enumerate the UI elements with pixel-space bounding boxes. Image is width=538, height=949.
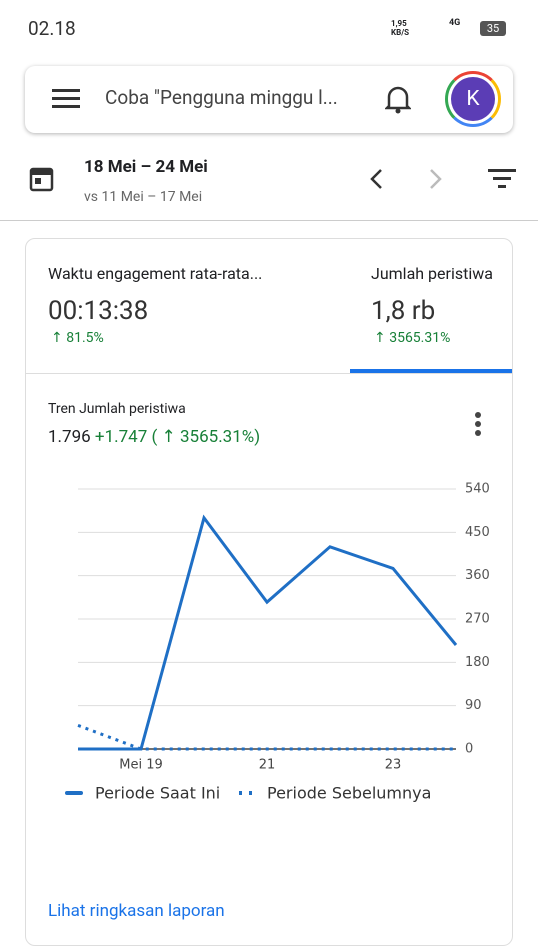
- time: 02.18: [28, 17, 76, 40]
- search-bar[interactable]: Coba "Pengguna minggu l... K: [25, 66, 513, 133]
- footer-link[interactable]: Lihat ringkasan laporan: [48, 901, 225, 921]
- nav-arrows[interactable]: [368, 168, 458, 192]
- legend-label: Periode Saat Ini: [95, 784, 220, 803]
- y-tick-label: 270: [465, 612, 490, 627]
- x-tick-label: Mei 19: [119, 758, 163, 773]
- more-icon[interactable]: [474, 411, 482, 439]
- bell-icon[interactable]: [385, 84, 411, 114]
- y-tick-label: 0: [465, 742, 473, 757]
- x-tick-label: 23: [385, 758, 402, 773]
- delta: +1.747 ( ↑ 3565.31%): [94, 427, 261, 447]
- y-tick-label: 180: [465, 655, 490, 670]
- menu-icon[interactable]: [52, 88, 80, 110]
- chart-total: 1.796 +1.747 ( ↑ 3565.31%): [48, 427, 260, 447]
- chart-title: Tren Jumlah peristiwa: [48, 401, 186, 417]
- date-range[interactable]: 18 Mei – 24 Mei: [84, 157, 208, 177]
- metric-label[interactable]: Jumlah peristiwa: [371, 264, 493, 283]
- y-tick-label: 450: [465, 525, 490, 540]
- calendar-icon[interactable]: [29, 165, 55, 193]
- series-line: [77, 724, 456, 751]
- metric-value: 1,8 rb: [371, 296, 436, 326]
- network: 4G: [449, 18, 461, 28]
- y-tick-label: 360: [465, 568, 490, 583]
- metric-label[interactable]: Waktu engagement rata-rata...: [48, 264, 263, 283]
- unit: KB/S: [391, 28, 410, 37]
- chart: 0 90 180 270 360 450 540 Mei 19 21 23 Periode Saat…: [65, 482, 490, 803]
- net-speed: 1,95 KB/S: [391, 19, 409, 37]
- metric-change: ↑ 81.5%: [51, 330, 104, 346]
- filter-icon[interactable]: [488, 169, 516, 189]
- active-tab: [350, 369, 512, 373]
- metric-change: ↑ 3565.31%: [374, 330, 451, 346]
- legend-label: Periode Sebelumnya: [267, 784, 431, 803]
- battery: 35: [480, 21, 506, 36]
- metric-value: 00:13:38: [48, 296, 149, 326]
- compare-range: vs 11 Mei – 17 Mei: [84, 189, 203, 205]
- series-line: [78, 514, 458, 751]
- x-tick-label: 21: [259, 758, 276, 773]
- avatar[interactable]: K: [451, 77, 495, 121]
- y-tick-label: 90: [465, 698, 482, 713]
- total: 1.796: [48, 427, 91, 447]
- card: Waktu engagement rata-rata... 00:13:38 ↑…: [25, 238, 513, 946]
- y-tick-label: 540: [465, 482, 490, 497]
- search-placeholder[interactable]: Coba "Pengguna minggu l...: [105, 86, 338, 109]
- speed: 1,95: [391, 19, 407, 28]
